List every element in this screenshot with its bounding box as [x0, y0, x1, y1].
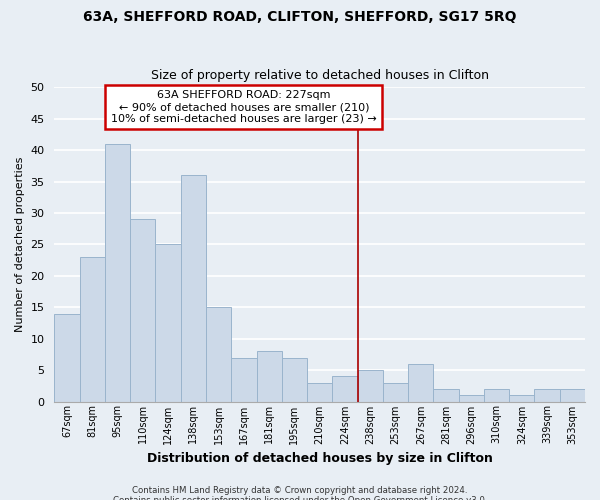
Bar — [55, 314, 80, 402]
Text: Contains HM Land Registry data © Crown copyright and database right 2024.: Contains HM Land Registry data © Crown c… — [132, 486, 468, 495]
Bar — [509, 395, 535, 402]
Bar — [484, 389, 509, 402]
Title: Size of property relative to detached houses in Clifton: Size of property relative to detached ho… — [151, 69, 489, 82]
Bar — [105, 144, 130, 402]
Bar — [231, 358, 257, 402]
Bar — [383, 382, 408, 402]
Y-axis label: Number of detached properties: Number of detached properties — [15, 156, 25, 332]
Bar — [560, 389, 585, 402]
Text: 63A SHEFFORD ROAD: 227sqm
← 90% of detached houses are smaller (210)
10% of semi: 63A SHEFFORD ROAD: 227sqm ← 90% of detac… — [111, 90, 377, 124]
Bar — [332, 376, 358, 402]
Bar — [282, 358, 307, 402]
Bar — [358, 370, 383, 402]
Bar — [433, 389, 458, 402]
Bar — [206, 308, 231, 402]
Bar — [307, 382, 332, 402]
Bar — [257, 351, 282, 402]
Bar — [535, 389, 560, 402]
Bar — [408, 364, 433, 402]
Bar — [458, 395, 484, 402]
Text: Contains public sector information licensed under the Open Government Licence v3: Contains public sector information licen… — [113, 496, 487, 500]
Bar — [181, 176, 206, 402]
Bar — [80, 257, 105, 402]
Text: 63A, SHEFFORD ROAD, CLIFTON, SHEFFORD, SG17 5RQ: 63A, SHEFFORD ROAD, CLIFTON, SHEFFORD, S… — [83, 10, 517, 24]
X-axis label: Distribution of detached houses by size in Clifton: Distribution of detached houses by size … — [147, 452, 493, 465]
Bar — [155, 244, 181, 402]
Bar — [130, 220, 155, 402]
